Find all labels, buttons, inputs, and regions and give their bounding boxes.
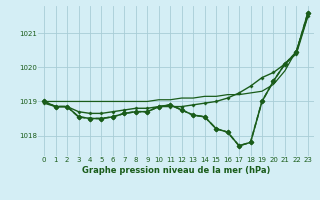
- X-axis label: Graphe pression niveau de la mer (hPa): Graphe pression niveau de la mer (hPa): [82, 166, 270, 175]
